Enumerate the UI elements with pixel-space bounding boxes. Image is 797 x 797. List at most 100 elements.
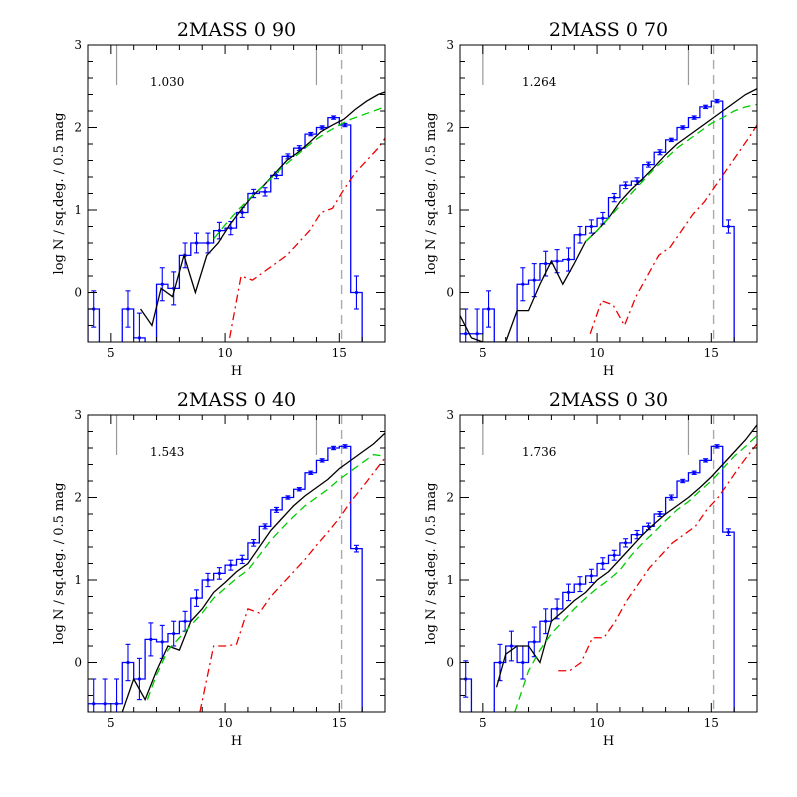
- data-point: [669, 495, 673, 500]
- data-point: [566, 590, 571, 594]
- model-disk-line: [146, 453, 385, 700]
- data-point: [601, 216, 605, 220]
- data-point: [532, 278, 536, 282]
- data-point: [658, 512, 662, 516]
- data-point: [149, 637, 153, 642]
- data-point: [498, 660, 502, 665]
- data-point: [354, 547, 359, 551]
- y-tick-label: 0: [446, 286, 454, 300]
- x-tick-label: 5: [479, 716, 487, 730]
- data-point: [229, 226, 233, 230]
- y-tick-label: 3: [446, 38, 454, 52]
- data-point: [229, 563, 233, 567]
- data-point: [320, 458, 324, 462]
- x-tick-label: 5: [479, 346, 487, 360]
- data-point: [286, 495, 290, 500]
- data-point: [555, 607, 559, 611]
- plot-area: [460, 88, 757, 342]
- data-point: [320, 125, 324, 130]
- data-point: [726, 530, 731, 534]
- x-tick-label: 5: [107, 346, 115, 360]
- y-tick-label: 3: [74, 408, 82, 422]
- data-point: [589, 224, 593, 229]
- data-point: [669, 138, 673, 142]
- x-tick-label: 5: [107, 716, 115, 730]
- data-point: [309, 471, 313, 475]
- model-component-line: [558, 443, 757, 672]
- data-point: [681, 479, 685, 483]
- data-point: [555, 259, 559, 263]
- x-tick-label: 10: [589, 346, 604, 360]
- data-point: [715, 99, 719, 103]
- data-point: [635, 533, 639, 537]
- y-axis-label: log N / sq.deg. / 0.5 mag: [52, 483, 67, 645]
- y-axis-label: log N / sq.deg. / 0.5 mag: [424, 483, 439, 645]
- x-axis-label: H: [231, 734, 242, 749]
- data-point: [274, 508, 279, 512]
- data-point: [114, 702, 119, 706]
- scale-annotation: 1.264: [522, 75, 557, 89]
- plot-area: [88, 91, 385, 342]
- data-point: [92, 307, 96, 311]
- y-tick-label: 2: [74, 121, 82, 135]
- data-point: [486, 307, 491, 311]
- y-tick-label: 1: [74, 573, 82, 587]
- data-point: [624, 183, 628, 187]
- scale-annotation: 1.736: [522, 445, 556, 459]
- y-tick-label: 3: [74, 38, 82, 52]
- data-point: [297, 487, 301, 491]
- panel-title: 2MASS 0 40: [177, 389, 296, 411]
- data-point: [646, 524, 651, 528]
- panel-title: 2MASS 0 30: [549, 389, 668, 411]
- data-point: [160, 282, 164, 286]
- data-point: [206, 241, 210, 245]
- data-point: [252, 541, 256, 545]
- data-point: [183, 619, 187, 623]
- model-component-line: [589, 124, 757, 334]
- x-tick-label: 15: [332, 716, 347, 730]
- data-point: [217, 571, 221, 576]
- data-point: [703, 458, 708, 462]
- data-point: [635, 179, 639, 183]
- x-tick-label: 15: [332, 346, 347, 360]
- data-point: [160, 640, 164, 644]
- scale-annotation: 1.030: [150, 75, 184, 89]
- data-point: [601, 561, 605, 566]
- model-total-line: [495, 424, 757, 688]
- data-point: [715, 444, 719, 448]
- data-point: [692, 471, 696, 475]
- data-point: [544, 619, 548, 623]
- x-tick-label: 10: [589, 716, 604, 730]
- plot-area: [460, 424, 757, 712]
- x-axis-label: H: [603, 364, 614, 379]
- data-point: [509, 644, 514, 648]
- x-axis-label: H: [231, 364, 242, 379]
- y-tick-label: 0: [74, 286, 82, 300]
- data-point: [263, 524, 267, 528]
- data-point: [532, 640, 536, 644]
- data-point: [217, 229, 221, 233]
- model-total-line: [121, 432, 385, 712]
- data-point: [464, 332, 468, 336]
- panel-title: 2MASS 0 70: [549, 19, 668, 41]
- data-point: [589, 574, 593, 578]
- data-point: [544, 262, 548, 266]
- plot-area: [88, 432, 385, 712]
- data-point: [92, 702, 96, 706]
- data-point: [137, 336, 142, 340]
- data-point: [464, 677, 468, 681]
- data-point: [692, 116, 696, 120]
- data-point: [286, 154, 290, 158]
- data-point: [612, 553, 616, 557]
- data-point: [566, 257, 571, 262]
- data-point: [703, 105, 708, 109]
- data-point: [521, 282, 525, 286]
- y-tick-label: 0: [446, 656, 454, 670]
- data-point: [274, 173, 279, 177]
- data-point: [194, 241, 199, 245]
- model-disk-line: [585, 103, 757, 242]
- model-disk-line: [514, 435, 757, 712]
- y-tick-label: 3: [446, 408, 454, 422]
